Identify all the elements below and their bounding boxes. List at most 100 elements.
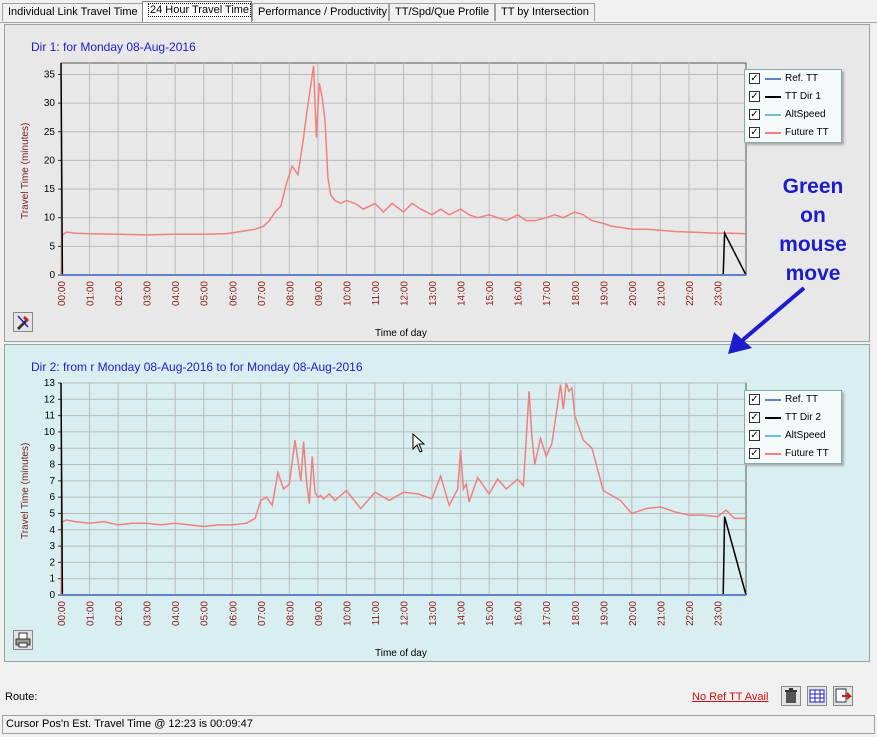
- tab-tt-by-intersection[interactable]: TT by Intersection: [495, 3, 595, 21]
- series-line-future-tt: [60, 65, 747, 276]
- y-tick-label: 0: [49, 590, 55, 601]
- x-axis-label-dir1: Time of day: [375, 328, 427, 339]
- x-tick-label: 16:00: [514, 601, 525, 626]
- tab-24-hour-travel-time[interactable]: 24 Hour Travel Time: [142, 1, 252, 22]
- y-tick-label: 13: [44, 378, 56, 389]
- tab-label: 24 Hour Travel Time: [148, 3, 252, 17]
- x-tick-label: 03:00: [143, 601, 154, 626]
- export-button[interactable]: [833, 686, 853, 706]
- x-tick-label: 14:00: [457, 601, 468, 626]
- x-tick-label: 09:00: [314, 601, 325, 626]
- export-icon: [835, 688, 853, 703]
- x-tick-label: 02:00: [114, 281, 125, 306]
- x-tick-label: 04:00: [171, 281, 182, 306]
- x-tick-label: 09:00: [314, 281, 325, 306]
- y-tick-label: 0: [49, 270, 55, 281]
- annotation-line: move: [785, 262, 841, 285]
- legend-item-tt-dir-2[interactable]: ✓ TT Dir 2: [745, 409, 841, 427]
- chart-plot-dir1[interactable]: 0 5 10 15 20 25 30 35 00:00 01:00 02:00 03:00 04:00 0…: [5, 25, 871, 343]
- y-tick-label: 5: [49, 508, 55, 519]
- x-tick-label: 02:00: [114, 601, 125, 626]
- y-tick-label: 12: [44, 394, 56, 405]
- legend-swatch: [765, 435, 781, 437]
- y-tick-label: 9: [49, 443, 55, 454]
- tools-icon: [17, 315, 29, 330]
- x-tick-label: 23:00: [713, 601, 724, 626]
- delete-button[interactable]: [781, 686, 801, 706]
- x-tick-label: 17:00: [542, 281, 553, 306]
- checkbox-checked-icon[interactable]: ✓: [749, 127, 760, 138]
- legend-swatch: [765, 114, 781, 116]
- checkbox-checked-icon[interactable]: ✓: [749, 430, 760, 441]
- legend-item-ref-tt[interactable]: ✓ Ref. TT: [745, 70, 841, 88]
- y-tick-label: 6: [49, 492, 55, 503]
- table-icon: [809, 689, 825, 703]
- printer-icon: [15, 632, 31, 648]
- tab-individual-link-travel-time[interactable]: Individual Link Travel Time: [2, 3, 143, 21]
- legend-dir2: ✓ Ref. TT ✓ TT Dir 2 ✓ AltSpeed ✓ Future TT: [744, 390, 842, 464]
- chart-title-dir1: Dir 1: for Monday 08-Aug-2016: [31, 40, 196, 54]
- y-tick-label: 25: [44, 127, 56, 138]
- checkbox-checked-icon[interactable]: ✓: [749, 394, 760, 405]
- y-tick-label: 10: [44, 427, 56, 438]
- x-tick-label: 22:00: [685, 601, 696, 626]
- y-tick-label: 3: [49, 541, 55, 552]
- x-tick-label: 11:00: [371, 281, 382, 306]
- print-chart-icon[interactable]: [13, 630, 33, 650]
- x-tick-label: 08:00: [285, 281, 296, 306]
- annotation-line: mouse: [779, 233, 847, 256]
- legend-item-future-tt[interactable]: ✓ Future TT: [745, 124, 841, 142]
- annotation-text: Green on mouse move: [768, 172, 858, 288]
- x-tick-label: 07:00: [257, 281, 268, 306]
- legend-label: Future TT: [785, 448, 829, 459]
- legend-swatch: [765, 96, 781, 98]
- x-tick-label: 18:00: [571, 281, 582, 306]
- x-axis-label-dir2: Time of day: [375, 648, 427, 659]
- y-tick-label: 5: [49, 241, 55, 252]
- checkbox-checked-icon[interactable]: ✓: [749, 412, 760, 423]
- x-tick-label: 22:00: [685, 281, 696, 306]
- checkbox-checked-icon[interactable]: ✓: [749, 109, 760, 120]
- x-tick-label: 04:00: [171, 601, 182, 626]
- annotation-line: on: [800, 204, 826, 227]
- legend-item-tt-dir-1[interactable]: ✓ TT Dir 1: [745, 88, 841, 106]
- legend-item-altspeed[interactable]: ✓ AltSpeed: [745, 427, 841, 445]
- x-tick-label: 21:00: [656, 601, 667, 626]
- table-view-button[interactable]: [807, 686, 827, 706]
- annotation-line: Green: [782, 175, 844, 198]
- legend-label: TT Dir 1: [785, 91, 821, 102]
- y-tick-label: 30: [44, 98, 56, 109]
- mouse-cursor-icon: [412, 433, 426, 453]
- tab-label: Performance / Productivity: [258, 6, 387, 18]
- x-tick-label: 20:00: [628, 601, 639, 626]
- legend-label: Ref. TT: [785, 73, 819, 84]
- x-tick-label: 15:00: [485, 281, 496, 306]
- chart-tools-icon[interactable]: [13, 312, 33, 332]
- x-tick-label: 00:00: [57, 281, 68, 306]
- x-tick-label: 05:00: [200, 281, 211, 306]
- annotation-arrow-icon: [728, 286, 806, 354]
- tab-tt-spd-que-profile[interactable]: TT/Spd/Que Profile: [389, 3, 495, 21]
- y-tick-label: 20: [44, 155, 56, 166]
- legend-item-altspeed[interactable]: ✓ AltSpeed: [745, 106, 841, 124]
- x-tick-label: 01:00: [86, 281, 97, 306]
- x-tick-label: 13:00: [428, 601, 439, 626]
- checkbox-checked-icon[interactable]: ✓: [749, 73, 760, 84]
- legend-swatch: [765, 417, 781, 419]
- legend-item-ref-tt[interactable]: ✓ Ref. TT: [745, 391, 841, 409]
- footer-area: Route: No Ref TT Avail: [0, 680, 877, 715]
- trash-icon: [785, 688, 797, 703]
- legend-item-future-tt[interactable]: ✓ Future TT: [745, 445, 841, 463]
- x-tick-label: 21:00: [656, 281, 667, 306]
- no-ref-tt-link[interactable]: No Ref TT Avail: [692, 691, 769, 703]
- x-tick-label: 19:00: [599, 601, 610, 626]
- status-bar: Cursor Pos'n Est. Travel Time @ 12:23 is…: [2, 715, 875, 734]
- checkbox-checked-icon[interactable]: ✓: [749, 91, 760, 102]
- y-tick-label: 2: [49, 557, 55, 568]
- tab-performance-productivity[interactable]: Performance / Productivity: [252, 3, 389, 21]
- y-tick-label: 1: [49, 574, 55, 585]
- legend-swatch: [765, 132, 781, 134]
- checkbox-checked-icon[interactable]: ✓: [749, 448, 760, 459]
- legend-label: Future TT: [785, 127, 829, 138]
